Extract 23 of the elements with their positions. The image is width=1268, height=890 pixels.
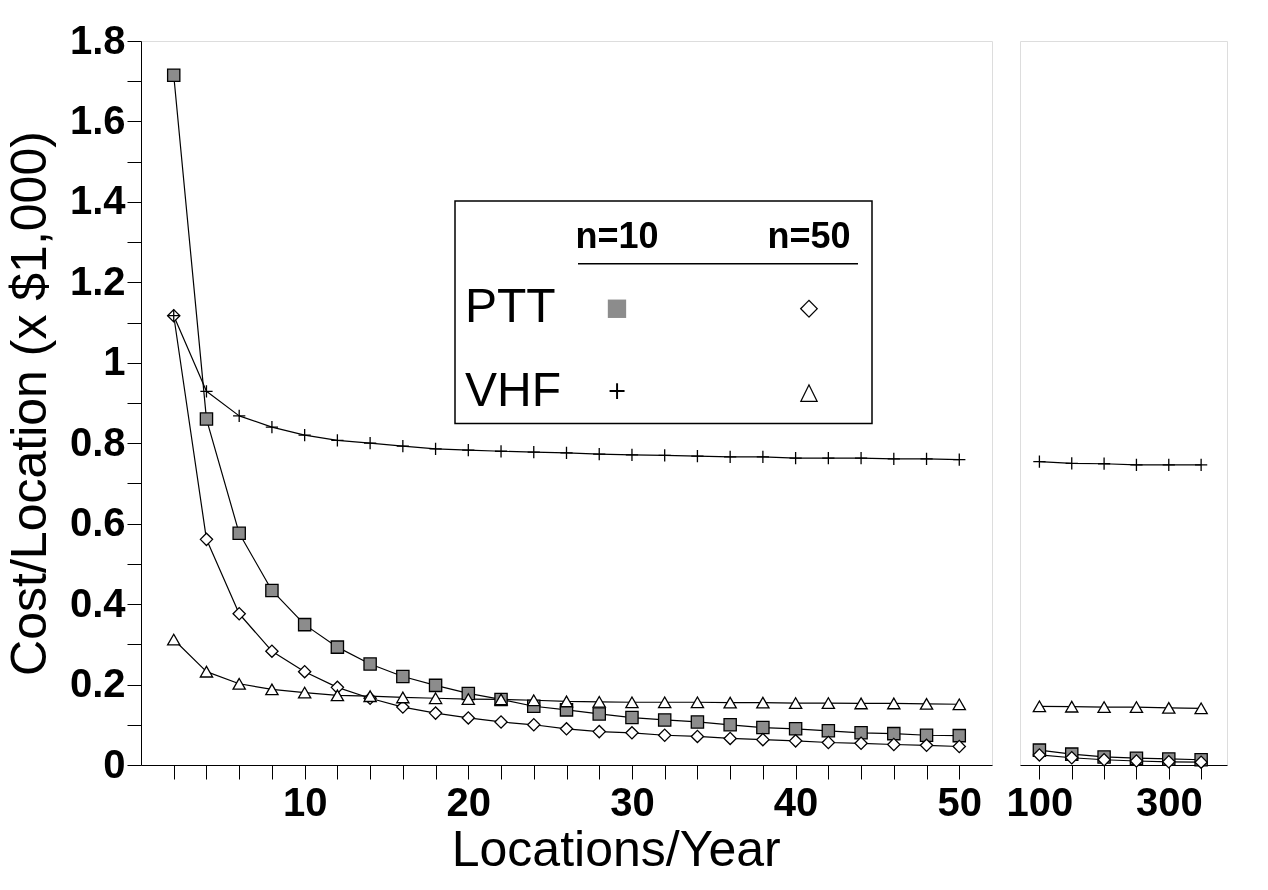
y-tick-label: 1.8 xyxy=(69,17,126,62)
x-tick-label: 100 xyxy=(1006,779,1074,824)
y-tick-label: 1 xyxy=(103,339,126,384)
x-tick-label: 10 xyxy=(282,779,328,824)
annotation: △ xyxy=(799,377,819,406)
x-tick-label: 300 xyxy=(1135,779,1203,824)
annotation: + xyxy=(606,377,628,406)
annotation: VHF xyxy=(465,363,561,417)
y-tick-label: 0.4 xyxy=(69,580,127,625)
y-tick-label: 1.4 xyxy=(69,178,127,223)
y-tick-label: 0.8 xyxy=(69,419,126,464)
y-tick-label: 0.2 xyxy=(69,661,126,706)
x-tick-label: 50 xyxy=(937,779,983,824)
y-tick-label: 1.2 xyxy=(69,258,126,303)
annotation: n=50 xyxy=(767,215,851,256)
y-axis-title: Cost/Location (x $1,000) xyxy=(0,131,57,676)
annotation: ◇ xyxy=(799,292,819,321)
annotation: ■ xyxy=(605,292,629,321)
y-tick-label: 0.6 xyxy=(69,500,126,545)
annotation: PTT xyxy=(465,278,556,332)
annotation: n=10 xyxy=(575,215,659,256)
y-tick-label: 1.6 xyxy=(69,97,126,142)
y-tick-label: 0 xyxy=(103,741,126,786)
